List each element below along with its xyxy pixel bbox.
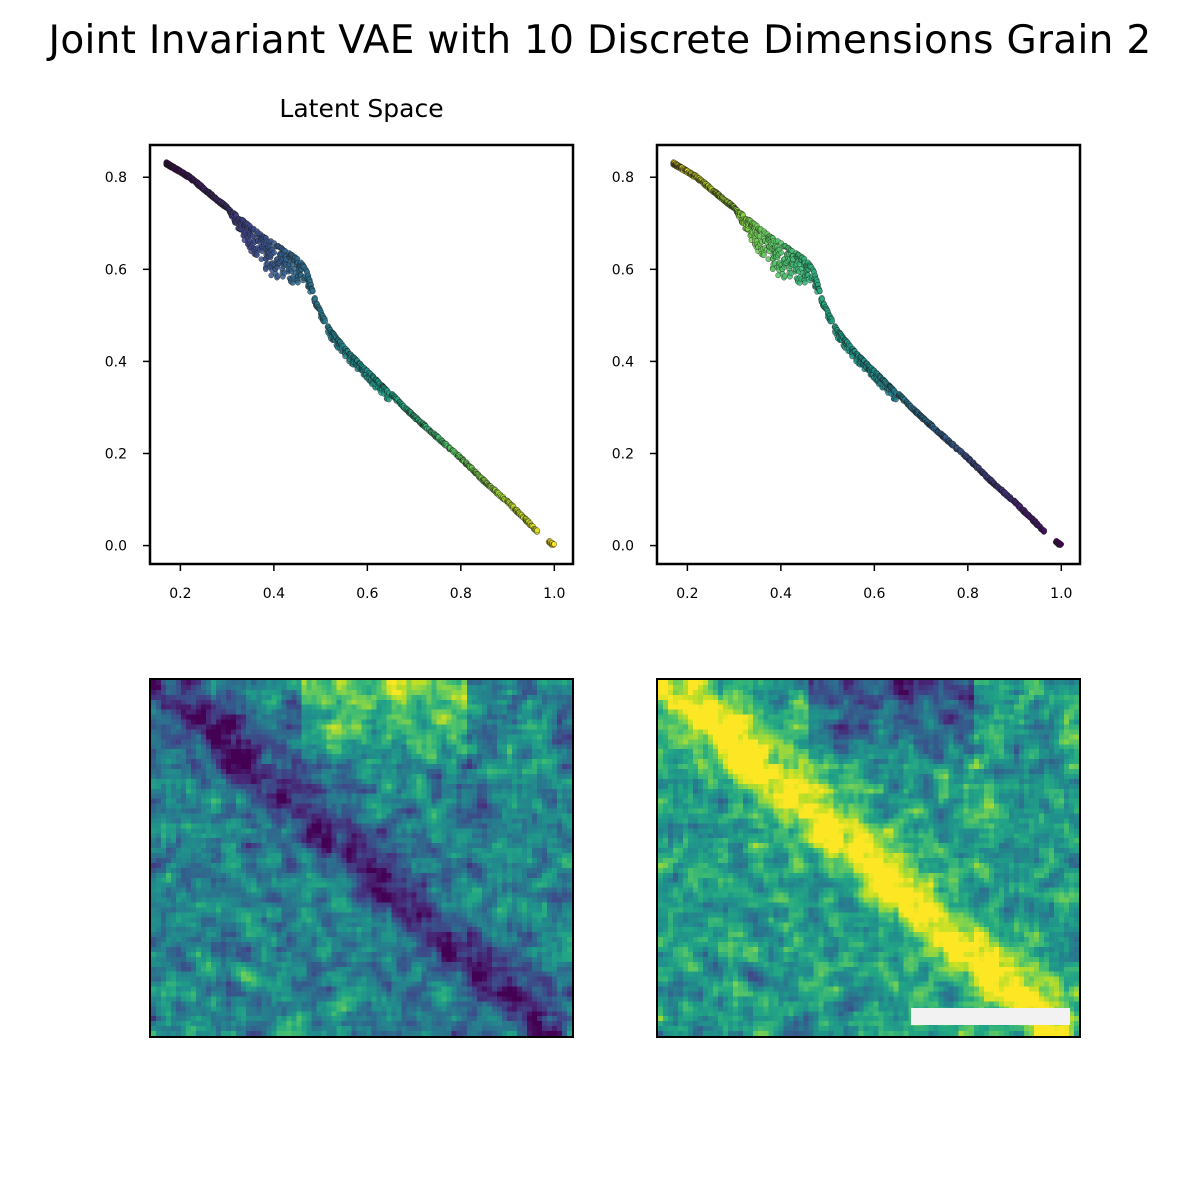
latent-space-title: Latent Space <box>279 94 444 123</box>
data-point <box>271 249 277 256</box>
data-point <box>254 252 260 258</box>
x-tick-label: 0.8 <box>450 586 472 602</box>
y-tick-label: 0.0 <box>105 539 127 555</box>
data-point <box>295 279 301 286</box>
data-point <box>310 288 316 294</box>
data-point <box>534 527 540 534</box>
y-tick-label: 0.8 <box>105 170 127 186</box>
scale-bar <box>911 1008 1070 1025</box>
x-tick-label: 0.4 <box>263 586 285 602</box>
x-tick-label: 1.0 <box>543 586 565 602</box>
x-tick-label: 0.2 <box>169 586 191 602</box>
grain-map-right-frame <box>656 678 1081 1038</box>
data-point <box>322 318 329 325</box>
data-point <box>551 541 557 547</box>
y-tick-label: 0.6 <box>105 262 127 278</box>
data-point <box>263 266 269 272</box>
x-tick-label: 0.6 <box>356 586 378 602</box>
data-point <box>274 273 281 279</box>
y-tick-label: 0.2 <box>105 446 127 462</box>
y-tick-label: 0.4 <box>105 354 127 370</box>
grain-map-left-frame <box>149 678 574 1038</box>
figure-title: Joint Invariant VAE with 10 Discrete Dim… <box>48 18 1152 63</box>
